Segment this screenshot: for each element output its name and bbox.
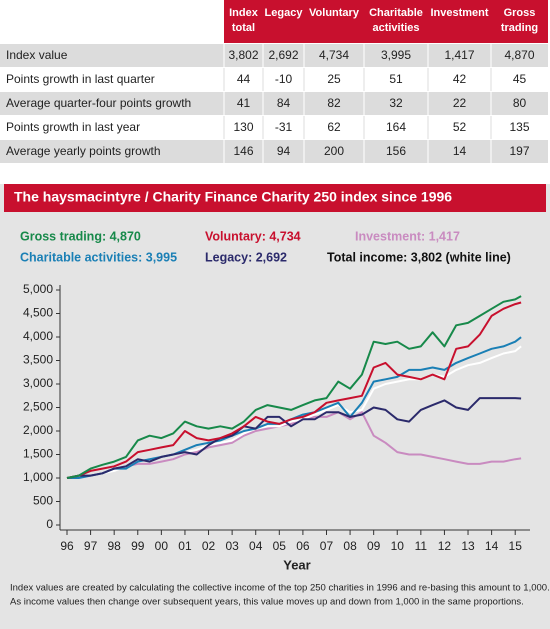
column-header: Index — [229, 7, 259, 19]
x-tick-label: 12 — [438, 539, 452, 553]
summary-table: Index total Legacy Voluntary Charitable activ… — [0, 0, 548, 163]
x-tick-label: 14 — [485, 539, 499, 553]
x-tick-label: 03 — [225, 539, 239, 553]
x-tick-label: 09 — [367, 539, 381, 553]
x-tick-label: 15 — [509, 539, 523, 553]
column-header: activities — [372, 22, 419, 34]
column-header: Gross — [504, 7, 536, 19]
legend-entry: Charitable activities: 3,995 — [20, 250, 177, 264]
cell-value: 32 — [389, 96, 403, 110]
x-tick-label: 07 — [320, 539, 334, 553]
x-tick-label: 96 — [60, 539, 74, 553]
x-tick-label: 97 — [84, 539, 98, 553]
x-tick-label: 06 — [296, 539, 310, 553]
cell-value: 2,692 — [268, 48, 298, 62]
legend-entry: Investment: 1,417 — [355, 229, 460, 243]
y-tick-label: 1,000 — [23, 470, 53, 484]
series-line — [66, 397, 522, 479]
cell-value: 52 — [453, 120, 467, 134]
cell-value: 25 — [327, 72, 341, 86]
legend-entry: Legacy: 2,692 — [205, 250, 287, 264]
y-tick-label: 2,500 — [23, 400, 53, 414]
row-label: Average quarter-four points growth — [6, 96, 191, 110]
cell-value: 22 — [453, 96, 467, 110]
x-tick-label: 13 — [461, 539, 475, 553]
legend-entry: Gross trading: 4,870 — [20, 229, 141, 243]
x-tick-label: 99 — [131, 539, 145, 553]
cell-value: 62 — [327, 120, 341, 134]
cell-value: -10 — [275, 72, 293, 86]
row-label: Index value — [6, 48, 68, 62]
cell-value: 82 — [327, 96, 341, 110]
y-tick-label: 3,000 — [23, 376, 53, 390]
footnote: As income values then change over subseq… — [10, 597, 524, 608]
column-header: Legacy — [265, 7, 304, 19]
cell-value: 135 — [509, 120, 529, 134]
y-tick-label: 3,500 — [23, 353, 53, 367]
x-tick-label: 02 — [202, 539, 216, 553]
series-line — [67, 411, 522, 479]
cell-value: 14 — [453, 144, 467, 158]
cell-value: 3,995 — [381, 48, 411, 62]
header-bg — [224, 0, 548, 43]
row-label: Average yearly points growth — [6, 144, 161, 158]
x-tick-label: 00 — [155, 539, 169, 553]
x-tick-label: 98 — [107, 539, 121, 553]
cell-value: 45 — [513, 72, 527, 86]
x-tick-label: 01 — [178, 539, 192, 553]
y-tick-label: 2,000 — [23, 423, 53, 437]
footnote: Index values are created by calculating … — [10, 583, 550, 594]
column-header: Voluntary — [309, 7, 360, 19]
row-label: Points growth in last quarter — [6, 72, 155, 86]
row-label: Points growth in last year — [6, 120, 140, 134]
cell-value: 197 — [509, 144, 529, 158]
cell-value: 164 — [386, 120, 406, 134]
legend-entry: Voluntary: 4,734 — [205, 229, 301, 243]
series-line — [66, 295, 522, 479]
x-tick-label: 08 — [343, 539, 357, 553]
cell-value: 3,802 — [228, 48, 258, 62]
row-bg — [0, 116, 548, 139]
x-tick-label: 05 — [273, 539, 287, 553]
legend-entry: Total income: 3,802 (white line) — [327, 250, 511, 264]
y-tick-label: 5,000 — [23, 282, 53, 296]
cell-value: 94 — [277, 144, 291, 158]
cell-value: 51 — [389, 72, 403, 86]
chart-title: The haysmacintyre / Charity Finance Char… — [14, 189, 452, 205]
row-bg — [0, 44, 548, 67]
cell-value: -31 — [275, 120, 293, 134]
cell-value: 156 — [386, 144, 406, 158]
cell-value: 1,417 — [444, 48, 474, 62]
series-line — [66, 301, 522, 479]
x-tick-label: 10 — [391, 539, 405, 553]
x-tick-label: 11 — [415, 539, 428, 553]
y-tick-label: 1,500 — [23, 447, 53, 461]
x-axis-label: Year — [283, 557, 310, 572]
cell-value: 80 — [513, 96, 527, 110]
cell-value: 4,870 — [504, 48, 534, 62]
column-header: total — [232, 22, 255, 34]
y-tick-label: 4,500 — [23, 306, 53, 320]
column-header: Charitable — [369, 7, 423, 19]
cell-value: 84 — [277, 96, 291, 110]
cell-value: 130 — [233, 120, 253, 134]
x-tick-label: 04 — [249, 539, 263, 553]
cell-value: 200 — [324, 144, 344, 158]
column-header: trading — [501, 22, 538, 34]
cell-value: 42 — [453, 72, 467, 86]
y-tick-label: 0 — [46, 517, 53, 531]
row-bg — [0, 92, 548, 115]
row-bg — [0, 140, 548, 163]
y-tick-label: 500 — [33, 494, 53, 508]
y-tick-label: 4,000 — [23, 329, 53, 343]
column-header: Investment — [430, 7, 488, 19]
cell-value: 4,734 — [319, 48, 349, 62]
cell-value: 146 — [233, 144, 253, 158]
chart-title-bar — [4, 184, 546, 212]
row-bg — [0, 68, 548, 91]
cell-value: 41 — [237, 96, 251, 110]
cell-value: 44 — [237, 72, 251, 86]
